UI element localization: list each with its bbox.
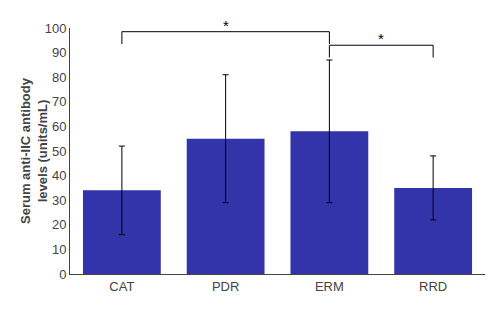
svg-text:PDR: PDR [212, 279, 239, 294]
svg-text:ERM: ERM [315, 279, 344, 294]
svg-text:RRD: RRD [419, 279, 447, 294]
svg-text:80: 80 [52, 70, 66, 85]
svg-text:*: * [223, 17, 229, 34]
svg-text:50: 50 [52, 144, 66, 159]
svg-text:10: 10 [52, 242, 66, 257]
svg-text:*: * [378, 30, 384, 47]
svg-text:100: 100 [45, 21, 67, 36]
svg-text:0: 0 [59, 267, 66, 282]
svg-text:30: 30 [52, 193, 66, 208]
svg-text:CAT: CAT [109, 279, 134, 294]
svg-text:40: 40 [52, 168, 66, 183]
svg-text:60: 60 [52, 119, 66, 134]
svg-text:20: 20 [52, 217, 66, 232]
svg-text:90: 90 [52, 45, 66, 60]
svg-text:70: 70 [52, 94, 66, 109]
svg-text:Serum anti-IIC antibodylevels: Serum anti-IIC antibodylevels (units/mL) [18, 77, 50, 224]
